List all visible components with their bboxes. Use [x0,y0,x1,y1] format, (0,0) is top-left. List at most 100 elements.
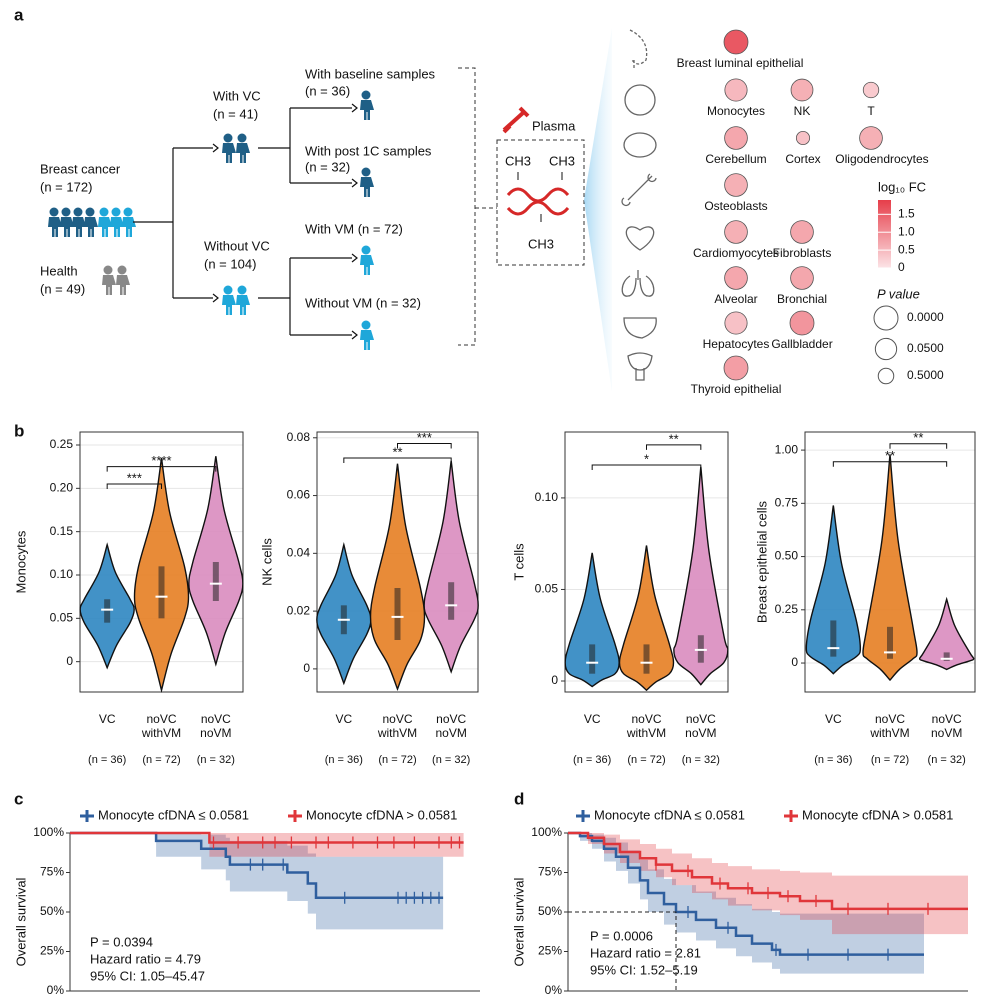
iqr-box [830,620,837,657]
bubble-label: Gallbladder [771,337,832,351]
y-tick-label: 0% [545,983,563,995]
violin [369,463,426,692]
legend-marker [80,810,94,822]
x-tick-label: noVC noVM [200,712,232,740]
iqr-box [104,599,111,623]
y-tick-label: 0.10 [535,490,559,504]
person-icon [236,133,250,163]
group-count: (n = 41) [213,106,258,121]
violin [423,460,479,674]
y-tick-label: 0.05 [50,611,74,625]
y-tick-label: 0.08 [287,430,311,444]
plot-frame [316,431,479,693]
person-icon [360,167,374,197]
legend-marker [288,810,302,822]
group-label: Breast cancer [40,161,121,176]
y-tick-label: 25% [40,944,64,958]
bubble [862,81,880,99]
methyl-label: CH3 [528,236,554,251]
annotation: 95% CI: 1.05–45.47 [90,968,205,983]
iqr-box [448,582,455,620]
person-icon [72,207,86,237]
group-label: Without VC [204,238,270,253]
violin [564,552,620,688]
size-legend-label: 0.0000 [907,310,944,324]
survival-curve [70,831,444,900]
bubble-label: T [867,104,875,118]
group-label: Without VM (n = 32) [305,295,421,310]
group-label: With VM (n = 72) [305,221,403,236]
light-fan [584,28,612,392]
x-tick-label: VC [824,712,842,726]
bubble [724,266,748,290]
survival-curve [568,831,968,911]
bubble-label: Cardiomyocytes [693,246,779,260]
bubble [789,310,815,336]
syringe-icon [502,106,530,134]
bubble [723,29,749,55]
bubble [724,173,748,197]
iqr-box [212,562,219,601]
bubble [790,220,814,244]
person-icons [48,90,374,350]
group-count: (n = 49) [40,281,85,296]
x-tick-label: noVC withVM [377,712,418,740]
dashed-bracket [458,67,497,346]
bubble-label: Thyroid epithelial [691,382,782,396]
bubble-label: Breast luminal epithelial [677,56,804,70]
significance-label: ** [392,444,402,459]
x-tick-label: noVC noVM [685,712,717,740]
iqr-box [943,652,950,661]
significance-label: ** [669,431,679,446]
group-count: (n = 36) [814,754,852,766]
person-icon [222,133,236,163]
size-legend-circle [874,337,898,361]
group-count: (n = 32) [197,754,235,766]
bubble-label: Fibroblasts [773,246,832,260]
size-legend-circle [873,305,899,331]
bubble [790,78,814,102]
y-tick-label: 0 [791,655,798,669]
iqr-box [394,588,401,640]
group-count: (n = 36) [573,754,611,766]
flow-diagram: Breast cancer (n = 172) Health (n = 49) … [40,28,657,392]
group-label: With post 1C samples [305,143,432,158]
x-tick-label: noVC noVM [435,712,467,740]
annotation: Hazard ratio = 2.81 [590,945,701,960]
significance-bracket [106,483,162,489]
iqr-box [589,644,596,674]
group-count: (n = 36) [88,754,126,766]
plot-frame [564,431,729,693]
significance-label: ** [913,430,923,445]
confidence-band [70,833,444,930]
iqr-box [887,626,893,659]
significance-label: * [644,451,649,466]
significance-label: ** [885,448,895,463]
x-tick-label: noVC withVM [141,712,182,740]
median-guide [568,911,677,991]
person-icon [236,285,250,315]
y-tick-label: 0 [303,661,310,675]
y-axis-label: Breast epithelial cells [754,500,769,623]
panel-label: a [14,5,24,24]
x-tick-label: noVC withVM [626,712,667,740]
methyl-label: CH3 [549,153,575,168]
bubble [790,266,814,290]
colorbar-label: 1.0 [898,224,915,238]
violin [188,456,244,667]
bubble-label: Monocytes [707,104,765,118]
group-count: (n = 36) [305,83,350,98]
size-legend-label: 0.5000 [907,368,944,382]
bubble-label: Hepatocytes [703,337,770,351]
bubble [724,311,748,335]
arrow-heads [212,103,358,340]
sample-label: Plasma [532,118,576,133]
plot-frame [804,431,976,693]
colorbar-label: 1.5 [898,206,915,220]
survival-curve [70,831,464,844]
y-tick-label: 1.00 [775,442,799,456]
annotation: P = 0.0394 [90,934,153,949]
organ-icons [621,29,657,381]
